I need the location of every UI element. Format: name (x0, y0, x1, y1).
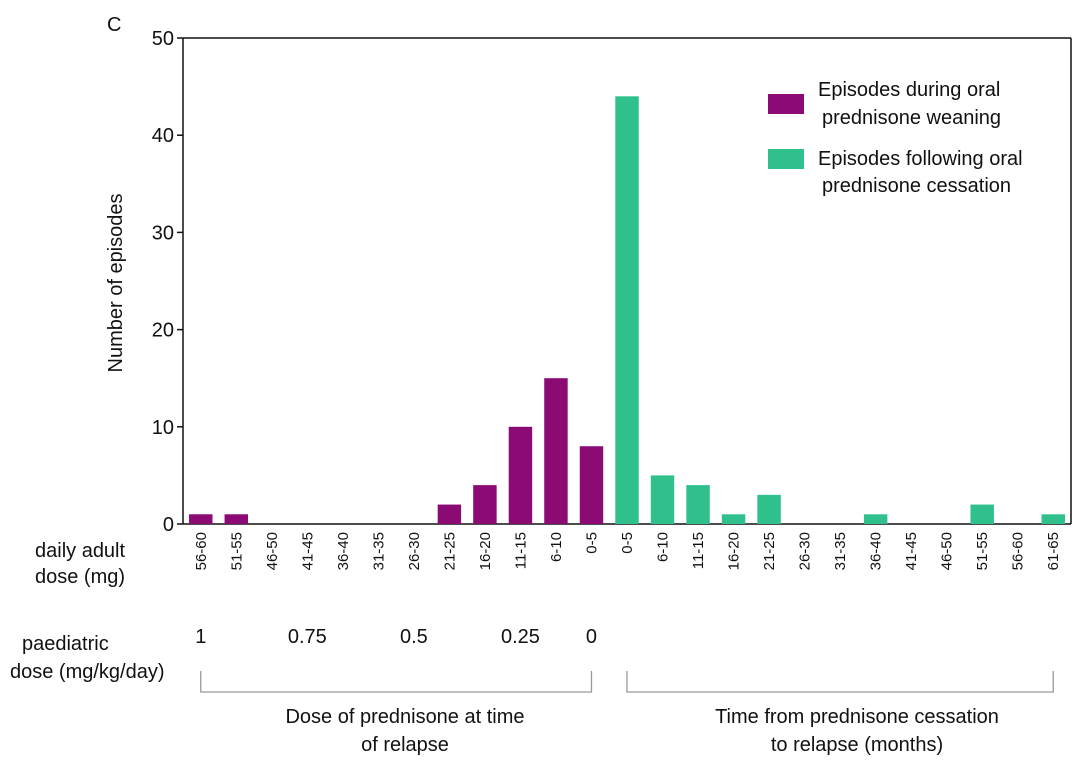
bar-weaning (508, 426, 533, 524)
paediatric-dose-label: paediatric dose (mg/kg/day) (10, 633, 165, 683)
group-label-time: Time from prednisone cessation to relaps… (715, 706, 999, 756)
bar-cessation (615, 96, 639, 524)
panel-label: C (107, 14, 121, 36)
x-tick-label: 21-25 (441, 532, 458, 570)
paediatric-dose-tick: 0.25 (501, 626, 540, 648)
bars (189, 96, 1065, 524)
bar-weaning (579, 446, 604, 524)
bar-cessation (721, 514, 746, 524)
bar-weaning (189, 514, 213, 524)
x-tick-label: 41-45 (299, 532, 316, 570)
x-tick-label: 31-35 (832, 532, 849, 570)
group-label-dose-line: of relapse (361, 734, 449, 756)
bar-weaning (544, 378, 568, 524)
daily-adult-dose-label-line: daily adult (35, 540, 126, 562)
x-tick-label: 46-50 (939, 532, 956, 570)
x-tick-label: 61-65 (1045, 532, 1062, 570)
x-tick-label: 36-40 (868, 532, 885, 570)
y-tick-label: 40 (152, 125, 174, 147)
bar-cessation (970, 504, 994, 524)
x-tick-label: 11-15 (512, 532, 529, 569)
x-tick-label: 36-40 (335, 532, 352, 570)
y-tick-label: 50 (152, 28, 174, 50)
bar-weaning (224, 514, 249, 524)
group-label-time-line: Time from prednisone cessation (715, 706, 999, 728)
paediatric-dose-tick: 0 (586, 626, 597, 648)
x-tick-label: 26-30 (406, 532, 423, 570)
x-tick-label: 0-5 (619, 532, 636, 554)
bar-weaning (473, 485, 497, 524)
daily-adult-dose-label-line: dose (mg) (35, 566, 125, 588)
legend-label-weaning: prednisone weaning (822, 107, 1001, 129)
paediatric-dose-ticks: 1 0.75 0.5 0.25 0 (195, 626, 597, 648)
paediatric-dose-label-line: dose (mg/kg/day) (10, 661, 165, 683)
bar-cessation (1041, 514, 1065, 524)
y-tick-label: 20 (152, 320, 174, 342)
x-tick-label: 51-55 (974, 532, 991, 570)
bar-weaning (437, 504, 462, 524)
x-tick-label: 56-60 (1010, 532, 1027, 570)
legend-label-weaning: Episodes during oral (818, 79, 1000, 101)
group-label-time-line: to relapse (months) (771, 734, 943, 756)
x-tick-label: 26-30 (797, 532, 814, 570)
x-tick-label: 51-55 (228, 532, 245, 570)
daily-adult-dose-label: daily adult dose (mg) (35, 540, 126, 588)
y-tick-label: 10 (152, 417, 174, 439)
x-tick-label: 41-45 (903, 532, 920, 570)
x-tick-label: 6-10 (655, 532, 672, 562)
legend-label-cessation: prednisone cessation (822, 175, 1011, 197)
bar-cessation (863, 514, 888, 524)
y-axis-title: Number of episodes (105, 194, 127, 373)
group-label-dose: Dose of prednisone at time of relapse (285, 706, 524, 756)
paediatric-dose-tick: 1 (195, 626, 206, 648)
paediatric-dose-label-line: paediatric (22, 633, 109, 655)
paediatric-dose-tick: 0.75 (288, 626, 327, 648)
x-axis-tick-labels: 56-60 51-55 46-50 41-45 36-40 31-35 26-30 21-25… (193, 532, 1062, 570)
legend-swatch-weaning (768, 94, 804, 114)
bracket-time (626, 671, 1054, 693)
x-tick-label: 16-20 (726, 532, 743, 570)
x-tick-label: 16-20 (477, 532, 494, 570)
x-tick-label: 6-10 (548, 532, 565, 562)
bar-cessation (686, 485, 710, 524)
x-tick-label: 21-25 (761, 532, 778, 570)
group-label-dose-line: Dose of prednisone at time (285, 706, 524, 728)
bracket-dose (200, 671, 593, 693)
group-brackets (200, 671, 1054, 693)
legend: Episodes during oral prednisone weaning … (768, 79, 1023, 197)
legend-label-cessation: Episodes following oral (818, 148, 1023, 170)
x-tick-label: 46-50 (264, 532, 281, 570)
x-tick-label: 0-5 (583, 532, 600, 554)
y-tick-label: 0 (163, 514, 174, 536)
x-tick-label: 31-35 (370, 532, 387, 570)
y-tick-label: 30 (152, 222, 174, 244)
y-axis-ticks: 0 10 20 30 40 50 (152, 28, 183, 536)
x-tick-label: 11-15 (690, 532, 707, 569)
paediatric-dose-tick: 0.5 (400, 626, 428, 648)
bar-cessation (757, 494, 781, 524)
bar-cessation (650, 475, 675, 524)
x-tick-label: 56-60 (193, 532, 210, 570)
legend-swatch-cessation (768, 149, 804, 169)
